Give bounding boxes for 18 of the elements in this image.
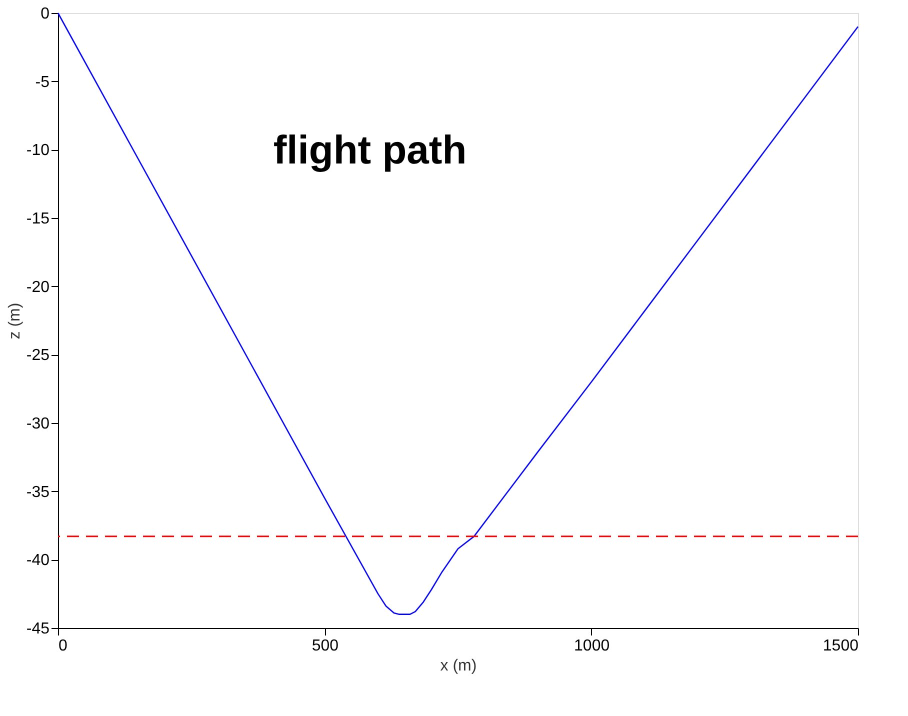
y-tick-label: -20 — [26, 278, 50, 296]
y-tick-label: -45 — [26, 620, 50, 638]
x-tick-label: 1500 — [822, 638, 859, 654]
y-tick-label: 0 — [40, 6, 50, 22]
y-tick-label: -30 — [26, 416, 50, 432]
y-tick-label: -5 — [35, 74, 50, 91]
y-tick-label: -15 — [26, 210, 50, 228]
x-tick-label: 500 — [312, 638, 339, 654]
y-tick-label: -10 — [26, 142, 50, 160]
line-series — [57, 12, 859, 615]
annotation: flight path — [273, 128, 467, 172]
y-tick-label: -40 — [26, 552, 50, 570]
x-tick-label: 0 — [58, 638, 68, 654]
x-tick-label: 1000 — [574, 638, 610, 654]
y-axis-title: z (m) — [6, 302, 24, 340]
y-tick-label: -25 — [26, 347, 50, 364]
y-tick-label: -35 — [26, 484, 50, 501]
x-axis-title: x (m) — [440, 658, 477, 674]
